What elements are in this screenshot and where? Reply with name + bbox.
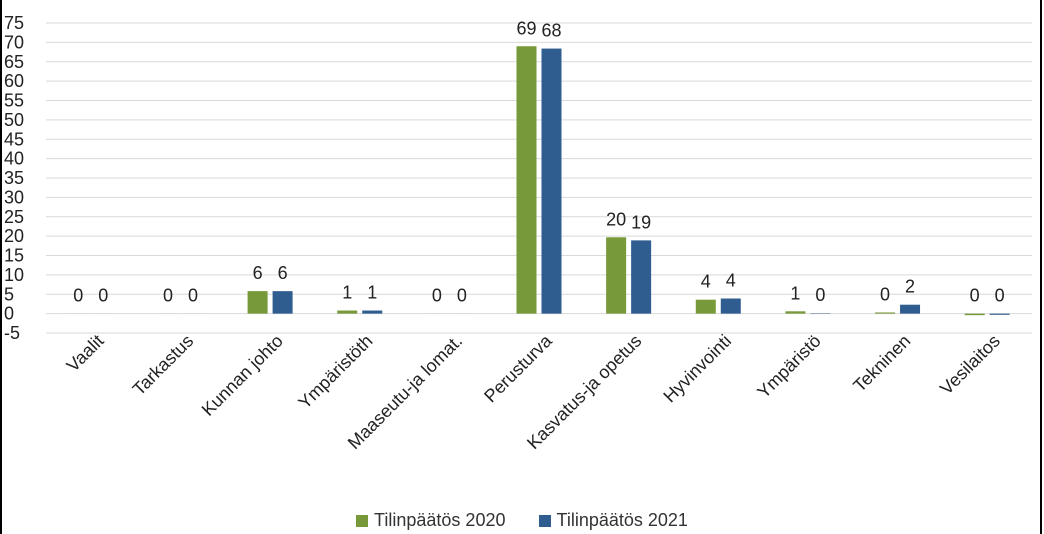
legend-swatch-2020 [356,514,369,527]
data-label: 0 [73,286,83,306]
category-label: Perusturva [480,330,556,406]
data-label: 68 [541,21,561,41]
data-label: 0 [188,286,198,306]
data-label: 1 [342,283,352,303]
y-tick-label: 40 [4,149,24,169]
category-label: Tekninen [849,331,914,396]
legend-label-2021: Tilinpäätös 2021 [556,510,688,530]
legend-swatch-2021 [538,514,551,527]
category-label: Kunnan johto [198,331,287,420]
bar-2020-3 [337,310,358,314]
y-tick-label: 35 [4,168,24,188]
bars [68,46,1010,316]
y-tick-label: 30 [4,187,24,207]
data-label: 0 [432,286,442,306]
data-label: 0 [970,286,980,306]
category-label: Ympäristö [753,331,824,402]
category-label: Tarkastus [129,331,198,400]
data-label: 1 [790,283,800,303]
data-label: 0 [995,286,1005,306]
y-tick-label: 60 [4,71,24,91]
bar-2021-6 [631,240,652,314]
data-label: 0 [815,285,825,305]
bar-2020-9 [875,312,896,314]
category-label: Vaalit [63,331,108,376]
data-label: 1 [367,283,377,303]
bar-2020-6 [606,237,627,314]
y-tick-label: 0 [4,304,14,324]
bar-2020-2 [247,291,268,314]
category-labels: Vaalit Tarkastus Kunnan johto YmpäristöthMa… [63,330,1004,453]
category-label: Ympäristöth [294,331,376,413]
y-tick-label: 65 [4,52,24,72]
gridlines [46,22,1032,334]
legend-item-2021: Tilinpäätös 2021 [538,510,688,531]
data-label: 2 [905,277,915,297]
data-label: 6 [253,263,263,283]
category-label: Vesilaitos [936,331,1004,399]
data-label: 0 [880,284,890,304]
bar-2020-10 [964,313,985,316]
data-label: 6 [278,263,288,283]
y-tick-label: -5 [4,323,20,343]
y-tick-label: 70 [4,32,24,52]
y-tick-label: 25 [4,207,24,227]
bar-2020-8 [785,311,806,314]
bar-2020-5 [516,46,537,314]
legend-item-2020: Tilinpäätös 2020 [356,510,505,531]
data-label: 19 [631,212,651,232]
y-tick-label: 75 [4,13,24,33]
y-tick-label: 55 [4,91,24,111]
data-label: 4 [701,272,711,292]
data-label: 0 [457,286,467,306]
data-label: 69 [516,18,536,38]
data-label: 20 [606,209,626,229]
y-tick-label: 15 [4,246,24,266]
bar-2021-5 [541,48,562,314]
y-tick-label: 45 [4,129,24,149]
legend-label-2020: Tilinpäätös 2020 [374,510,506,530]
bar-2021-7 [720,298,741,314]
bar-2021-10 [989,313,1010,315]
data-label: 0 [98,286,108,306]
y-tick-label: 5 [4,284,14,304]
bar-2021-2 [272,291,293,314]
y-tick-label: 20 [4,226,24,246]
bar-2021-3 [362,310,383,314]
data-label: 0 [163,286,173,306]
bar-2020-7 [695,299,716,314]
y-tick-label: 10 [4,265,24,285]
category-label: Hyvinvointi [659,331,735,407]
y-tick-label: 50 [4,110,24,130]
data-label: 4 [726,271,736,291]
legend: Tilinpäätös 2020 Tilinpäätös 2021 [0,510,1044,532]
bar-2021-9 [900,304,921,314]
